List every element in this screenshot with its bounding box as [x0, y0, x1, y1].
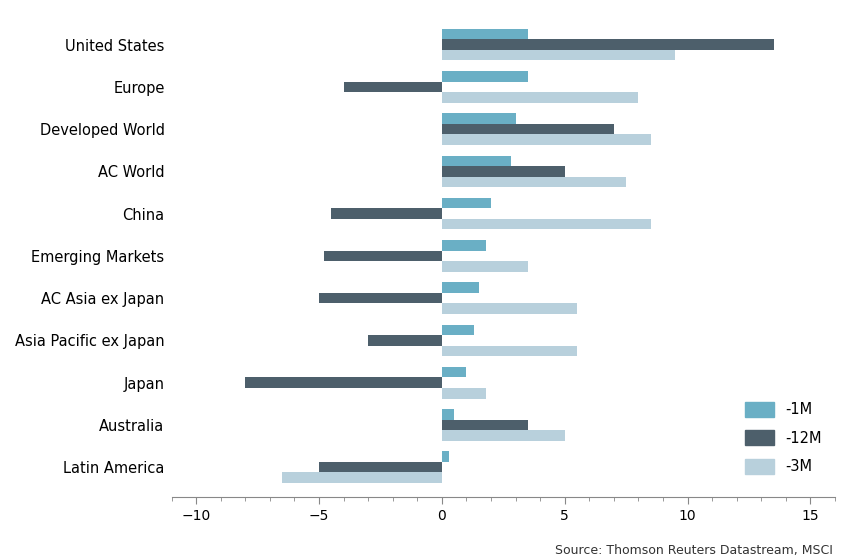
Bar: [442, 156, 511, 166]
Bar: [442, 113, 516, 124]
Bar: [332, 208, 442, 219]
Bar: [282, 473, 442, 483]
Bar: [442, 304, 577, 314]
Bar: [324, 251, 442, 261]
Bar: [442, 219, 651, 230]
Bar: [368, 335, 442, 346]
Bar: [442, 176, 626, 187]
Bar: [442, 29, 528, 39]
Bar: [319, 293, 442, 304]
Bar: [246, 377, 442, 388]
Bar: [442, 409, 454, 419]
Bar: [442, 50, 675, 60]
Bar: [442, 346, 577, 356]
Bar: [442, 367, 467, 377]
Text: Source: Thomson Reuters Datastream, MSCI: Source: Thomson Reuters Datastream, MSCI: [555, 544, 833, 557]
Bar: [442, 92, 638, 102]
Bar: [442, 388, 486, 399]
Bar: [442, 261, 528, 272]
Bar: [442, 240, 486, 251]
Bar: [442, 134, 651, 145]
Bar: [442, 71, 528, 82]
Bar: [442, 325, 473, 335]
Bar: [442, 419, 528, 430]
Bar: [442, 124, 614, 134]
Bar: [343, 82, 442, 92]
Bar: [442, 451, 450, 462]
Bar: [442, 198, 491, 208]
Bar: [319, 462, 442, 473]
Bar: [442, 166, 564, 176]
Legend: -1M, -12M, -3M: -1M, -12M, -3M: [739, 396, 828, 480]
Bar: [442, 282, 479, 293]
Bar: [442, 39, 774, 50]
Bar: [442, 430, 564, 441]
